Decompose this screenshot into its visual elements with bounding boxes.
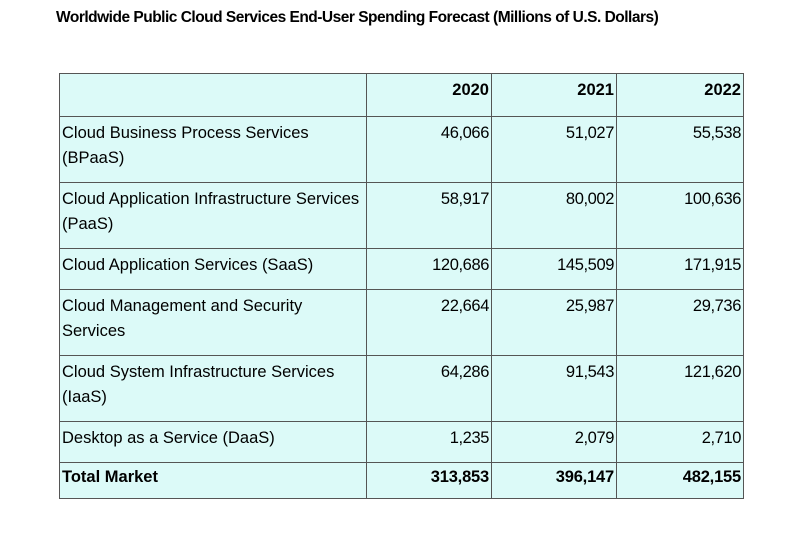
page-title: Worldwide Public Cloud Services End-User… bbox=[56, 9, 659, 26]
value-cell: 80,002 bbox=[491, 182, 617, 249]
row-label: Cloud Business Process Services (BPaaS) bbox=[59, 116, 367, 183]
total-value-cell: 482,155 bbox=[616, 462, 744, 499]
total-value-cell: 313,853 bbox=[366, 462, 492, 499]
value-cell: 58,917 bbox=[366, 182, 492, 249]
value-cell: 29,736 bbox=[616, 289, 744, 356]
header-cell-empty bbox=[59, 73, 367, 117]
value-cell: 55,538 bbox=[616, 116, 744, 183]
value-cell: 121,620 bbox=[616, 355, 744, 422]
table-row: Cloud System Infrastructure Services (Ia… bbox=[59, 355, 744, 422]
value-cell: 51,027 bbox=[491, 116, 617, 183]
value-cell: 91,543 bbox=[491, 355, 617, 422]
total-label: Total Market bbox=[59, 462, 367, 499]
header-cell-2022: 2022 bbox=[616, 73, 744, 117]
table-row: Cloud Application Services (SaaS) 120,68… bbox=[59, 248, 744, 290]
row-label: Cloud Application Services (SaaS) bbox=[59, 248, 367, 290]
value-cell: 2,079 bbox=[491, 421, 617, 463]
value-cell: 46,066 bbox=[366, 116, 492, 183]
total-value-cell: 396,147 bbox=[491, 462, 617, 499]
row-label: Cloud Management and Security Services bbox=[59, 289, 367, 356]
header-cell-2020: 2020 bbox=[366, 73, 492, 117]
value-cell: 22,664 bbox=[366, 289, 492, 356]
table-row: Cloud Application Infrastructure Service… bbox=[59, 182, 744, 249]
value-cell: 64,286 bbox=[366, 355, 492, 422]
table-row: Desktop as a Service (DaaS) 1,235 2,079 … bbox=[59, 421, 744, 463]
spending-forecast-table: 2020 2021 2022 Cloud Business Process Se… bbox=[59, 73, 744, 499]
table-row: Cloud Management and Security Services 2… bbox=[59, 289, 744, 356]
value-cell: 1,235 bbox=[366, 421, 492, 463]
value-cell: 171,915 bbox=[616, 248, 744, 290]
value-cell: 2,710 bbox=[616, 421, 744, 463]
value-cell: 120,686 bbox=[366, 248, 492, 290]
value-cell: 145,509 bbox=[491, 248, 617, 290]
row-label: Cloud Application Infrastructure Service… bbox=[59, 182, 367, 249]
value-cell: 25,987 bbox=[491, 289, 617, 356]
header-cell-2021: 2021 bbox=[491, 73, 617, 117]
table-row: Cloud Business Process Services (BPaaS) … bbox=[59, 116, 744, 183]
row-label: Desktop as a Service (DaaS) bbox=[59, 421, 367, 463]
value-cell: 100,636 bbox=[616, 182, 744, 249]
total-row: Total Market 313,853 396,147 482,155 bbox=[59, 462, 744, 499]
row-label: Cloud System Infrastructure Services (Ia… bbox=[59, 355, 367, 422]
table-header-row: 2020 2021 2022 bbox=[59, 73, 744, 117]
